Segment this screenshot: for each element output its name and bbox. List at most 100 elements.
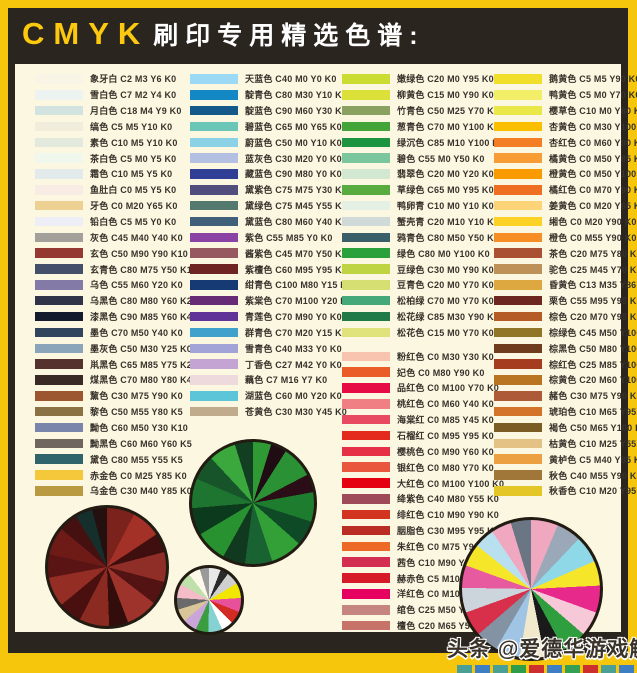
color-swatch	[494, 422, 542, 433]
color-row: 棕黑色 C50 M80 Y100 K5	[494, 340, 637, 356]
color-row: 豆绿色 C30 M0 Y90 K0	[342, 261, 504, 277]
color-label: 黝色 C60 M50 Y30 K10	[90, 422, 188, 433]
color-label: 琥珀色 C10 M65 Y95 K0	[549, 407, 637, 418]
color-swatch	[190, 232, 238, 243]
color-label: 橘红色 C0 M70 Y90 K0	[549, 185, 637, 196]
color-swatch	[35, 343, 83, 354]
color-label: 枯黄色 C10 M25 Y55 K0	[549, 438, 637, 449]
color-row: 漆黑色 C90 M85 Y60 K45	[35, 309, 197, 325]
color-row: 紫色 C55 M85 Y0 K0	[190, 229, 352, 245]
color-row: 洋红色 C0 M100 Y50 K0	[342, 586, 504, 602]
color-label: 嫩绿色 C20 M0 Y95 K0	[397, 74, 494, 85]
color-row: 黎色 C50 M55 Y80 K5	[35, 404, 197, 420]
color-label: 鹅黄色 C5 M5 Y90 K0	[549, 74, 637, 85]
color-swatch	[35, 153, 83, 163]
color-row: 绛紫色 C40 M80 Y55 K0	[342, 491, 504, 507]
color-label: 煤黑色 C70 M80 Y80 K40	[90, 375, 198, 386]
color-row: 玄青色 C80 M75 Y50 K10	[35, 261, 197, 277]
watermark-square	[529, 665, 544, 673]
color-swatch	[35, 121, 83, 132]
color-swatch	[35, 311, 83, 322]
color-swatch	[190, 343, 238, 354]
color-row: 大红色 C0 M100 Y100 K0	[342, 475, 504, 491]
color-swatch	[35, 391, 83, 401]
color-label: 橙色 C0 M55 Y90 K0	[549, 232, 637, 243]
color-label: 灰色 C45 M40 Y40 K0	[90, 232, 183, 243]
color-label: 玄色 C50 M90 Y90 K10	[90, 248, 188, 259]
color-label: 栗色 C55 M95 Y95 K10	[549, 296, 637, 307]
color-row: 黛紫色 C75 M75 Y30 K0	[190, 182, 352, 198]
color-row: 橘黄色 C0 M50 Y85 K0	[494, 150, 637, 166]
color-row: 碧蓝色 C65 M0 Y65 K0	[190, 119, 352, 135]
color-label: 绀青色 C100 M80 Y15 K0	[245, 280, 353, 291]
color-row: 鸦青色 C80 M50 Y50 K10	[342, 229, 504, 245]
page-title: CMYK 刷印专用精选色谱:	[22, 16, 425, 52]
watermark: 头条 @爱德华游戏解说	[447, 633, 637, 673]
color-row: 茜色 C10 M90 Y60 K0	[342, 554, 504, 570]
color-label: 蔚蓝色 C50 M0 Y10 K0	[245, 137, 342, 148]
color-swatch	[35, 74, 83, 84]
color-swatch	[342, 541, 390, 552]
color-row: 黧色 C30 M75 Y90 K0	[35, 388, 197, 404]
color-row: 霜色 C10 M5 Y5 K0	[35, 166, 197, 182]
color-row: 赭色 C30 M75 Y90 K0	[494, 388, 637, 404]
watermark-square	[493, 665, 508, 673]
color-row: 苍黄色 C30 M30 Y45 K0	[190, 404, 352, 420]
color-row: 灰色 C45 M40 Y40 K0	[35, 229, 197, 245]
color-label: 棕绿色 C45 M50 Y100 K0	[549, 327, 637, 338]
color-row: 墨色 C70 M50 Y40 K0	[35, 325, 197, 341]
color-label: 靛蓝色 C90 M60 Y30 K0	[245, 106, 347, 117]
color-row: 乌色 C55 M60 Y20 K0	[35, 277, 197, 293]
color-swatch	[190, 280, 238, 290]
color-swatch	[190, 200, 238, 211]
color-row: 棕黄色 C20 M60 Y100 K0	[494, 372, 637, 388]
color-swatch	[190, 264, 238, 274]
color-swatch	[35, 438, 83, 449]
color-label: 粉红色 C0 M30 Y30 K0	[397, 351, 494, 362]
color-label: 黧色 C30 M75 Y90 K0	[90, 391, 183, 402]
color-row: 鸭卵青 C10 M0 Y10 K0	[342, 198, 504, 214]
color-label: 墨色 C70 M50 Y40 K0	[90, 327, 183, 338]
color-row: 藏蓝色 C90 M80 Y0 K0	[190, 166, 352, 182]
color-row: 杏红色 C0 M60 Y90 K0	[494, 134, 637, 150]
color-label: 棕色 C20 M70 Y95 K0	[549, 312, 637, 323]
color-swatch	[342, 90, 390, 100]
color-label: 驼色 C25 M45 Y70 K0	[549, 264, 637, 275]
color-row: 墨灰色 C50 M30 Y25 K0	[35, 340, 197, 356]
color-row: 黝色 C60 M50 Y30 K10	[35, 420, 197, 436]
color-label: 素色 C10 M5 Y10 K0	[90, 137, 178, 148]
color-swatch	[190, 185, 238, 195]
watermark-square	[457, 665, 472, 673]
color-swatch	[494, 311, 542, 322]
color-swatch	[494, 105, 542, 116]
color-label: 棕红色 C25 M85 Y100 K0	[549, 359, 637, 370]
color-label: 品红色 C0 M100 Y70 K0	[397, 383, 499, 394]
title-brand: CMYK	[22, 16, 150, 51]
color-label: 漆黑色 C90 M85 Y60 K45	[90, 312, 198, 323]
color-row: 棕绿色 C45 M50 Y100 K0	[494, 325, 637, 341]
color-swatch	[342, 295, 390, 306]
color-label: 橘黄色 C0 M50 Y85 K0	[549, 153, 637, 164]
color-swatch	[35, 264, 83, 274]
color-row: 群青色 C70 M20 Y15 K0	[190, 325, 352, 341]
color-swatch	[190, 311, 238, 322]
small-color-wheel	[174, 565, 244, 635]
color-swatch	[35, 295, 83, 306]
color-row: 姜黄色 C0 M20 Y65 K0	[494, 198, 637, 214]
color-swatch	[342, 137, 390, 148]
color-row: 绿色 C80 M0 Y100 K0	[342, 245, 504, 261]
red-color-wheel	[45, 505, 169, 629]
watermark-square	[565, 665, 580, 673]
color-swatch	[342, 478, 390, 488]
color-label: 绿沉色 C85 M10 Y100 K0	[397, 137, 505, 148]
color-swatch	[35, 137, 83, 148]
green-color-wheel	[189, 439, 317, 567]
color-swatch	[35, 169, 83, 179]
color-swatch	[342, 430, 390, 441]
color-row: 煤黑色 C70 M80 Y80 K40	[35, 372, 197, 388]
color-row: 海棠红 C0 M85 Y45 K0	[342, 412, 504, 428]
color-row: 昏黄色 C13 M35 Y86 K0	[494, 277, 637, 293]
color-row: 青莲色 C70 M90 Y0 K0	[190, 309, 352, 325]
color-swatch	[342, 446, 390, 457]
